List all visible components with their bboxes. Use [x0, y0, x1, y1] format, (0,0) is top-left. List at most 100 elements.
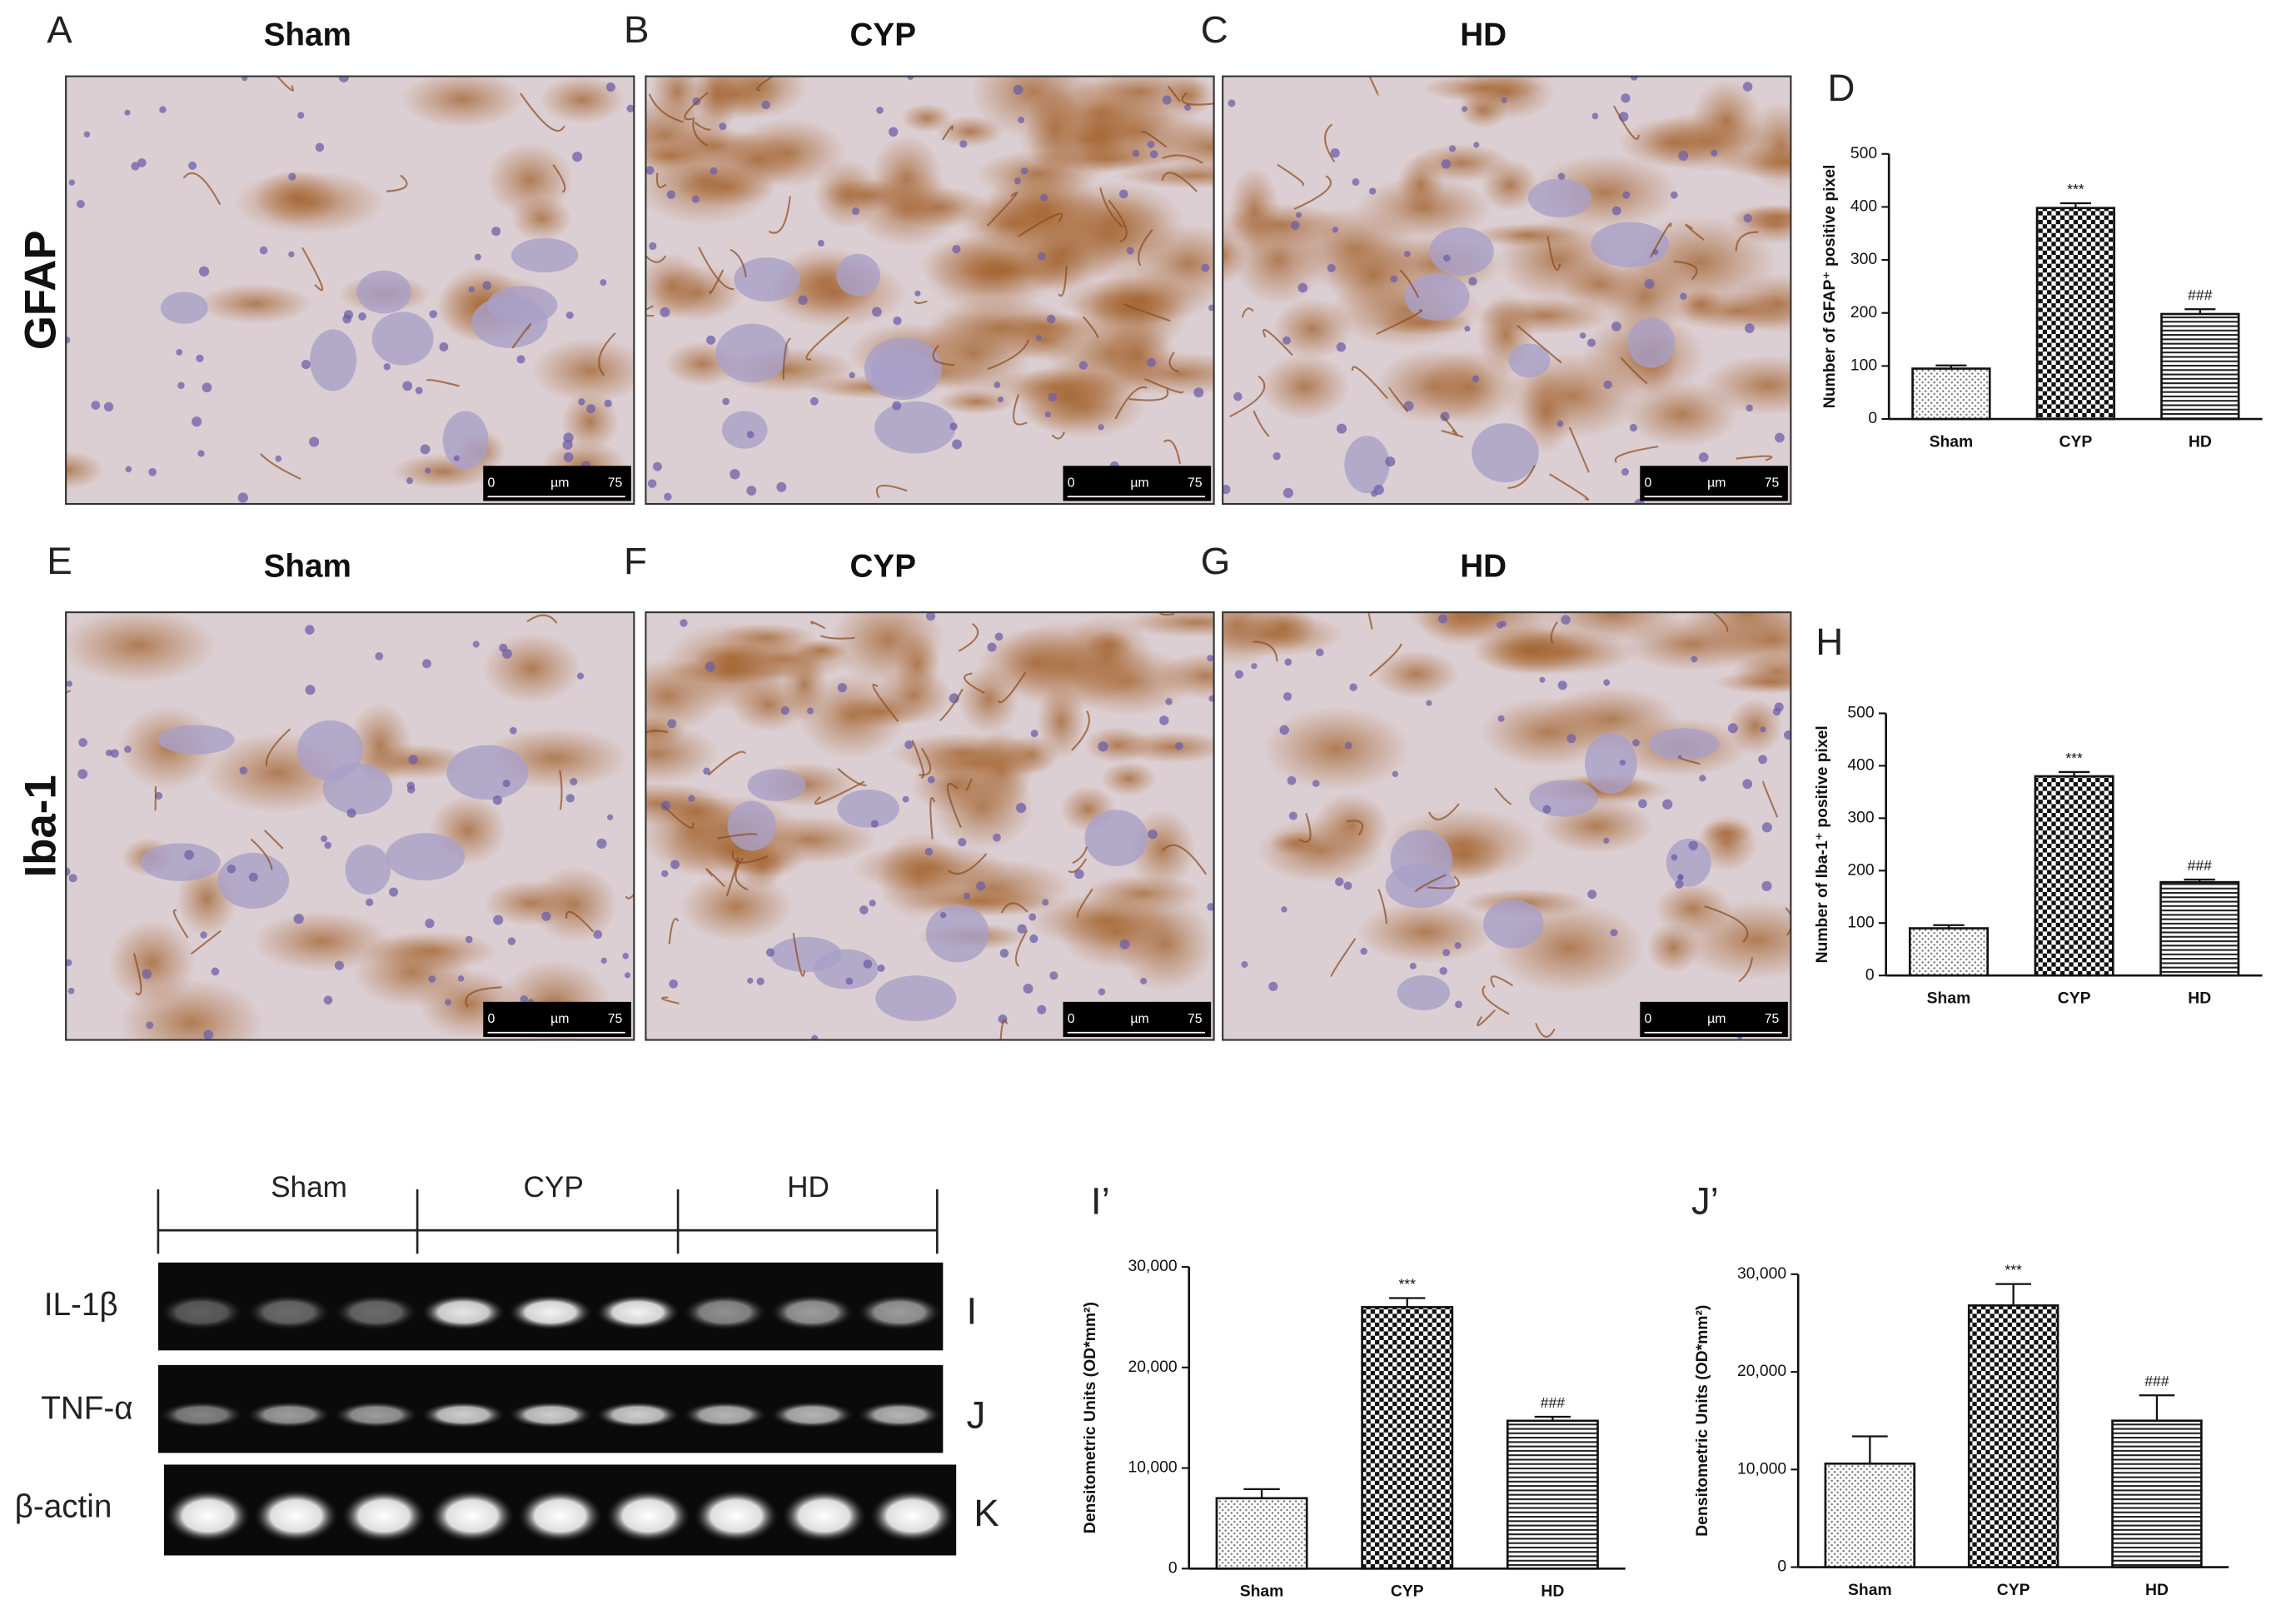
nucleus — [1438, 614, 1448, 624]
nucleus — [1449, 145, 1457, 152]
nucleus — [1746, 404, 1753, 412]
nucleus — [1165, 698, 1173, 705]
fiber — [1158, 612, 1175, 616]
nucleus — [999, 949, 1009, 958]
fiber — [1549, 473, 1590, 501]
fiber — [820, 635, 855, 640]
nucleus — [1049, 971, 1058, 980]
nucleus — [1426, 700, 1432, 706]
x-tick-label: Sham — [1930, 432, 1974, 451]
stain — [66, 451, 105, 490]
micrograph: 0 µm 75 — [65, 611, 635, 1041]
scale-end: 75 — [1765, 1012, 1780, 1026]
nucleus — [1603, 679, 1611, 686]
nucleus — [131, 162, 140, 171]
fiber — [1724, 612, 1726, 613]
nucleus — [667, 719, 677, 729]
nucleus — [1201, 263, 1210, 272]
fiber — [1168, 351, 1179, 373]
nucleus — [1140, 977, 1148, 984]
nucleus — [66, 867, 71, 876]
nucleus — [188, 161, 197, 170]
x-tick-label: CYP — [2058, 989, 2091, 1007]
scale-start: 0 — [1068, 476, 1075, 491]
row-label: GFAP — [17, 231, 66, 351]
frame — [65, 611, 635, 1041]
neuron — [487, 286, 558, 325]
nucleus — [406, 785, 416, 794]
nucleus — [605, 82, 615, 92]
fiber — [1568, 426, 1590, 473]
nucleus — [572, 152, 583, 162]
fiber — [660, 996, 680, 1004]
nucleus — [1727, 723, 1738, 734]
fiber — [1546, 236, 1561, 272]
scale-start: 0 — [488, 476, 496, 491]
nucleus — [959, 140, 968, 148]
band — [253, 1489, 339, 1543]
nucleus — [1098, 988, 1106, 996]
fiber — [694, 122, 711, 131]
y-tick-label: 300 — [1850, 250, 1877, 268]
stain — [1250, 612, 1317, 650]
x-tick-label: CYP — [2059, 432, 2093, 451]
y-tick-label: 500 — [1850, 144, 1877, 162]
band — [605, 1489, 690, 1543]
nucleus — [1044, 411, 1051, 418]
stain — [1624, 381, 1740, 448]
y-tick-label: 100 — [1850, 356, 1877, 374]
nucleus — [1349, 683, 1357, 691]
fiber — [1704, 905, 1749, 943]
band — [595, 1294, 680, 1330]
y-tick-label: 0 — [1865, 965, 1875, 984]
nucleus — [596, 838, 607, 849]
scale-start: 0 — [488, 1012, 496, 1026]
fiber — [182, 172, 222, 206]
nucleus — [730, 469, 740, 480]
tissue — [1223, 612, 1791, 1040]
y-tick-label: 300 — [1847, 808, 1874, 826]
neuron — [1591, 222, 1670, 267]
nucleus — [680, 619, 688, 627]
nucleus — [110, 749, 119, 758]
bar — [2034, 775, 2114, 977]
nucleus — [1441, 159, 1451, 169]
band — [421, 1294, 506, 1330]
nucleus — [76, 200, 85, 208]
nucleus — [334, 960, 344, 970]
band — [869, 1489, 955, 1543]
nucleus — [1743, 213, 1752, 223]
fiber — [301, 247, 324, 292]
scale-unit: µm — [1707, 1012, 1726, 1026]
nucleus — [203, 1029, 214, 1040]
neuron — [1649, 728, 1720, 760]
nucleus — [472, 641, 480, 648]
fiber — [1114, 386, 1148, 420]
y-tick-label: 0 — [1868, 409, 1877, 427]
nucleus — [482, 281, 492, 291]
fiber — [1324, 123, 1336, 163]
panel-letter: C — [1201, 8, 1228, 51]
nucleus — [1207, 655, 1214, 662]
band — [595, 1401, 680, 1428]
fiber — [939, 688, 964, 722]
band — [341, 1489, 426, 1543]
neuron — [1666, 838, 1711, 887]
nucleus — [1279, 725, 1289, 735]
nucleus — [1284, 658, 1292, 666]
fiber — [692, 117, 709, 147]
bar — [1967, 1304, 2059, 1568]
y-axis-label: Number of Iba-1⁺ positive pixel — [1813, 725, 1831, 963]
fiber — [782, 337, 791, 380]
neuron — [371, 312, 434, 366]
stain — [1646, 922, 1701, 974]
fiber — [276, 76, 295, 92]
nucleus — [669, 979, 678, 989]
nucleus — [137, 158, 147, 167]
neuron — [1397, 974, 1451, 1010]
nucleus — [320, 835, 328, 843]
stain — [742, 815, 878, 865]
fiber — [1352, 366, 1388, 400]
nucleus — [408, 755, 418, 765]
stain — [1520, 368, 1572, 455]
